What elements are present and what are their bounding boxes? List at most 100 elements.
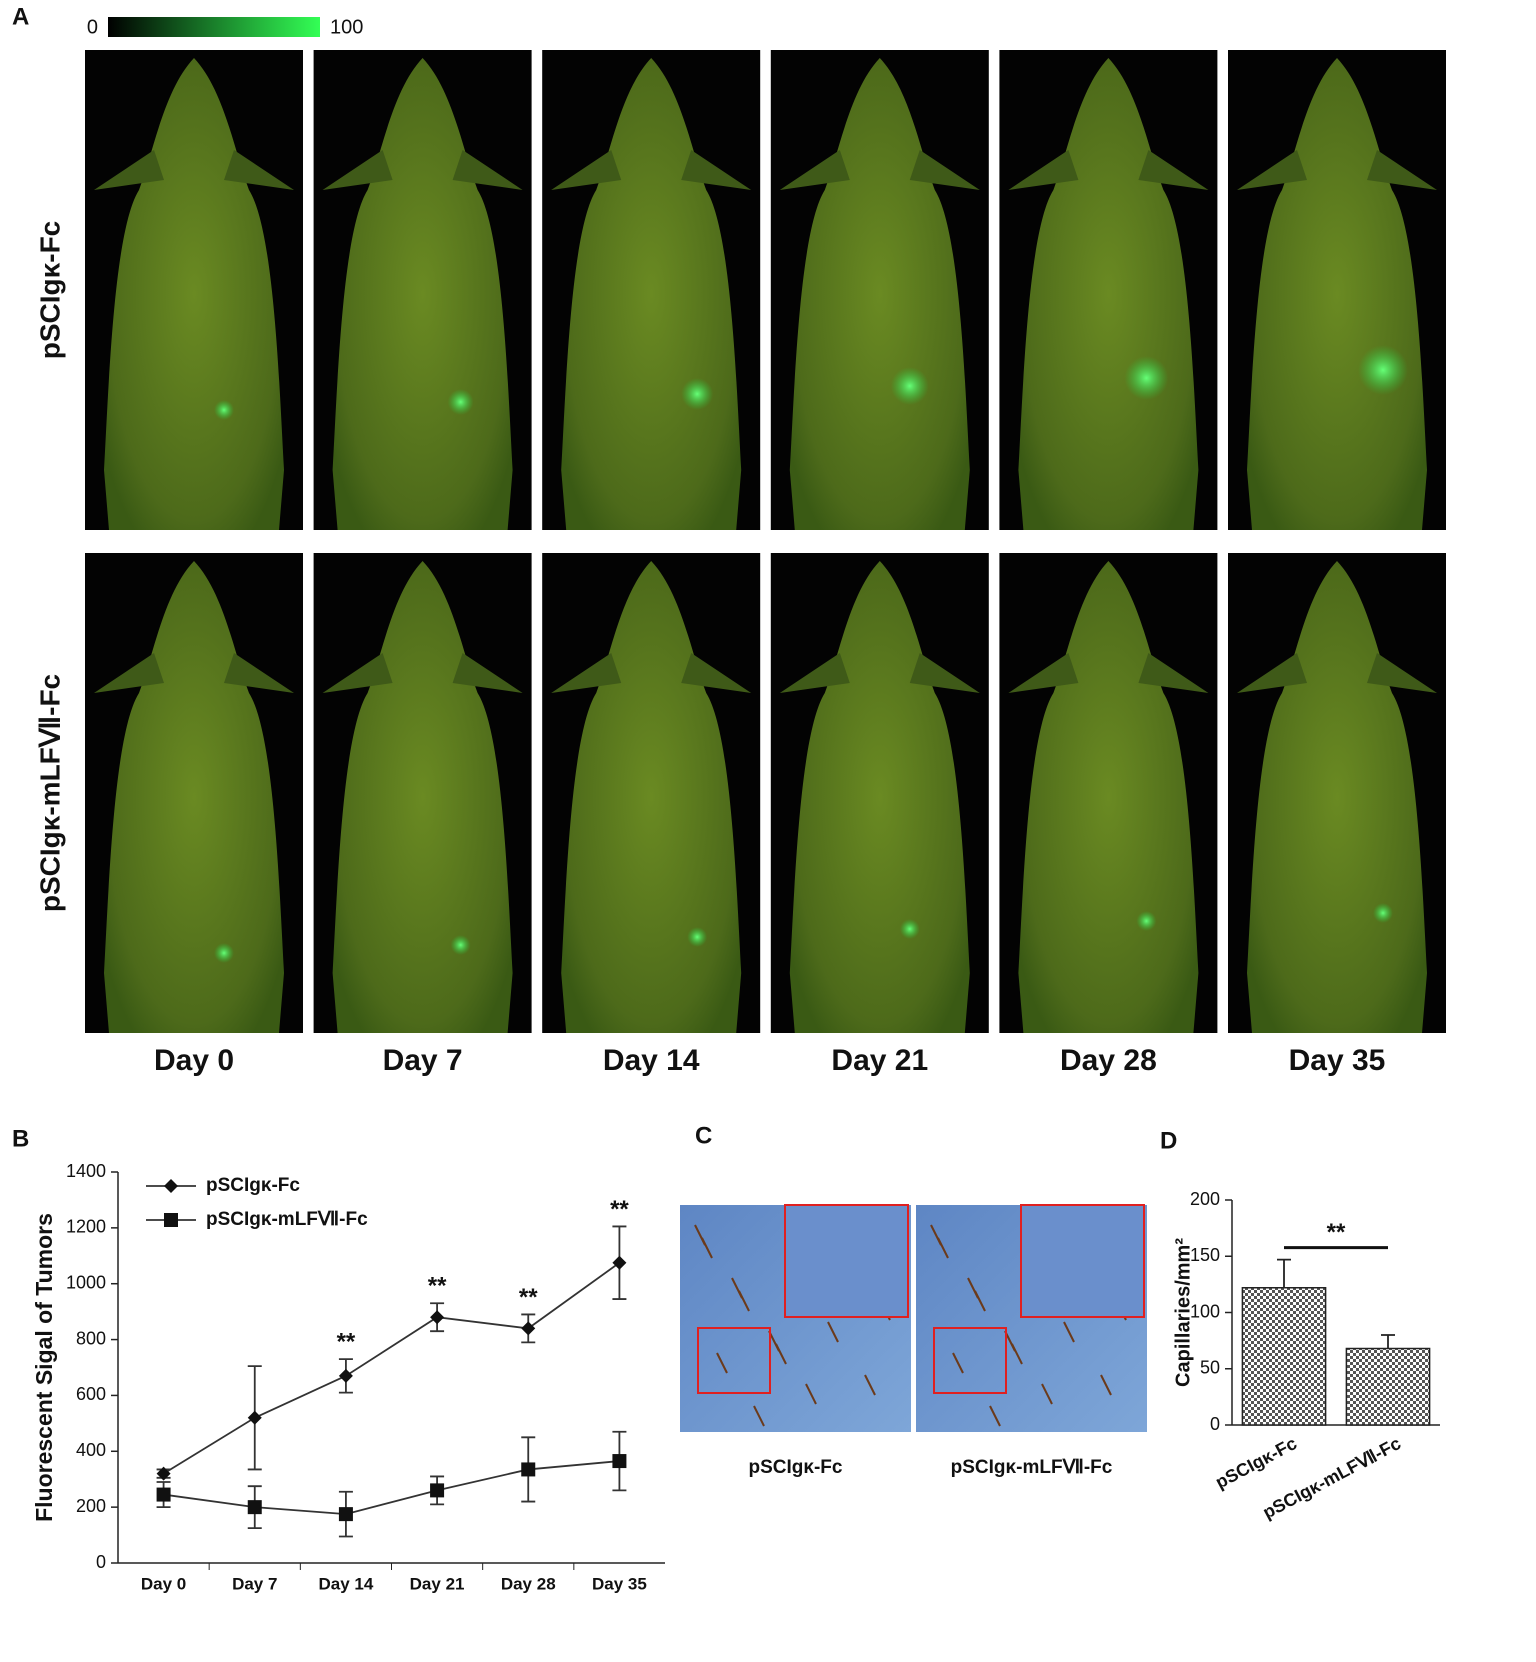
ear bbox=[551, 653, 752, 693]
vessel bbox=[805, 1383, 817, 1405]
panel-label: D bbox=[1160, 1127, 1177, 1154]
significance: ** bbox=[519, 1284, 538, 1311]
x-tick-label: pSCIgκ-Fc bbox=[1212, 1433, 1300, 1492]
legend-marker bbox=[164, 1213, 178, 1227]
y-tick-label: 800 bbox=[76, 1328, 106, 1348]
colorbar bbox=[108, 17, 320, 37]
marker bbox=[612, 1255, 627, 1270]
ear bbox=[779, 653, 980, 693]
vessel bbox=[989, 1405, 1001, 1427]
vessel bbox=[937, 1237, 949, 1259]
tumor bbox=[1358, 345, 1408, 395]
tumor bbox=[214, 943, 234, 963]
column-label: Day 0 bbox=[154, 1044, 234, 1077]
vessel bbox=[716, 1352, 728, 1374]
error-bar bbox=[1277, 1258, 1291, 1288]
caption: pSCIgκ-mLFⅦ-Fc bbox=[951, 1457, 1113, 1478]
zoom-inset bbox=[784, 1204, 909, 1318]
y-tick-label: 0 bbox=[1210, 1414, 1220, 1434]
x-tick-label: Day 0 bbox=[141, 1574, 186, 1593]
colorbar-label: 0 bbox=[87, 16, 98, 38]
marker bbox=[521, 1321, 536, 1336]
column-label: Day 7 bbox=[383, 1044, 463, 1077]
zoom-box bbox=[933, 1327, 1007, 1394]
bar bbox=[1345, 1347, 1431, 1426]
marker bbox=[338, 1368, 353, 1383]
y-tick-label: 1000 bbox=[66, 1272, 106, 1292]
panel-label: B bbox=[12, 1125, 29, 1152]
zoom-box bbox=[697, 1327, 771, 1394]
layer: A B C D 0 100 pSCIgκ-Fc pSCIgκ-mLFⅦ-Fc Day 0 Day … bbox=[12, 3, 1446, 1593]
y-tick-label: 200 bbox=[1190, 1189, 1220, 1209]
vessel bbox=[701, 1237, 713, 1259]
tumor bbox=[687, 927, 708, 947]
vessel bbox=[974, 1290, 986, 1312]
vessel bbox=[775, 1343, 787, 1365]
vessel bbox=[753, 1405, 765, 1427]
marker bbox=[156, 1487, 171, 1502]
marker bbox=[430, 1310, 445, 1325]
marker bbox=[247, 1500, 262, 1515]
y-tick-label: 150 bbox=[1190, 1245, 1220, 1265]
colorbar-label: 100 bbox=[330, 16, 363, 38]
tumor bbox=[1124, 356, 1169, 400]
tumor bbox=[890, 367, 929, 405]
panel-label: A bbox=[12, 3, 29, 30]
significance: ** bbox=[610, 1196, 629, 1223]
ear bbox=[94, 150, 294, 190]
vessel bbox=[1100, 1374, 1112, 1396]
ear bbox=[1237, 653, 1437, 693]
y-tick-label: 1200 bbox=[66, 1217, 106, 1237]
marker bbox=[612, 1454, 627, 1469]
significance: ** bbox=[428, 1273, 447, 1300]
row-label: pSCIgκ-Fc bbox=[34, 221, 65, 360]
ear bbox=[94, 653, 294, 693]
panel-label: C bbox=[695, 1122, 712, 1149]
significance: ** bbox=[337, 1328, 356, 1355]
zoom-inset bbox=[1020, 1204, 1145, 1318]
y-tick-label: 50 bbox=[1200, 1358, 1220, 1378]
vessel bbox=[827, 1321, 839, 1343]
x-tick-label: Day 28 bbox=[501, 1574, 556, 1593]
line bbox=[163, 1262, 620, 1475]
tumor bbox=[447, 389, 474, 415]
column-label: Day 21 bbox=[831, 1044, 928, 1077]
legend-marker bbox=[164, 1179, 178, 1193]
marker bbox=[521, 1462, 536, 1477]
legend-label: pSCIgκ-mLFⅦ-Fc bbox=[206, 1209, 368, 1230]
x-tick-label: Day 7 bbox=[232, 1574, 277, 1593]
y-axis-label: Fluorescent Sigal of Tumors bbox=[31, 1213, 57, 1522]
marker bbox=[430, 1483, 445, 1498]
caption: pSCIgκ-Fc bbox=[749, 1457, 843, 1478]
y-tick-label: 0 bbox=[96, 1552, 106, 1572]
marker bbox=[338, 1507, 353, 1522]
tumor bbox=[214, 400, 234, 420]
vessel bbox=[1063, 1321, 1075, 1343]
tumor bbox=[1136, 911, 1157, 931]
vessel bbox=[952, 1352, 964, 1374]
significance: ** bbox=[1327, 1219, 1346, 1246]
row-label: pSCIgκ-mLFⅦ-Fc bbox=[34, 674, 65, 912]
marker bbox=[156, 1466, 171, 1481]
y-tick-label: 400 bbox=[76, 1440, 106, 1460]
tumor bbox=[1373, 903, 1393, 923]
vessel bbox=[864, 1374, 876, 1396]
marker bbox=[247, 1410, 262, 1425]
line bbox=[163, 1460, 620, 1516]
column-label: Day 14 bbox=[603, 1044, 700, 1077]
y-tick-label: 200 bbox=[76, 1496, 106, 1516]
ear bbox=[1237, 150, 1437, 190]
y-tick-label: 1400 bbox=[66, 1161, 106, 1181]
ear bbox=[322, 150, 523, 190]
x-tick-label: Day 21 bbox=[410, 1574, 465, 1593]
vessel bbox=[738, 1290, 750, 1312]
tumor bbox=[899, 919, 920, 939]
tumor bbox=[450, 935, 471, 955]
ear bbox=[1008, 150, 1209, 190]
y-tick-label: 600 bbox=[76, 1384, 106, 1404]
tumor bbox=[681, 378, 714, 410]
ear bbox=[551, 150, 752, 190]
ear bbox=[322, 653, 523, 693]
column-label: Day 35 bbox=[1289, 1044, 1386, 1077]
